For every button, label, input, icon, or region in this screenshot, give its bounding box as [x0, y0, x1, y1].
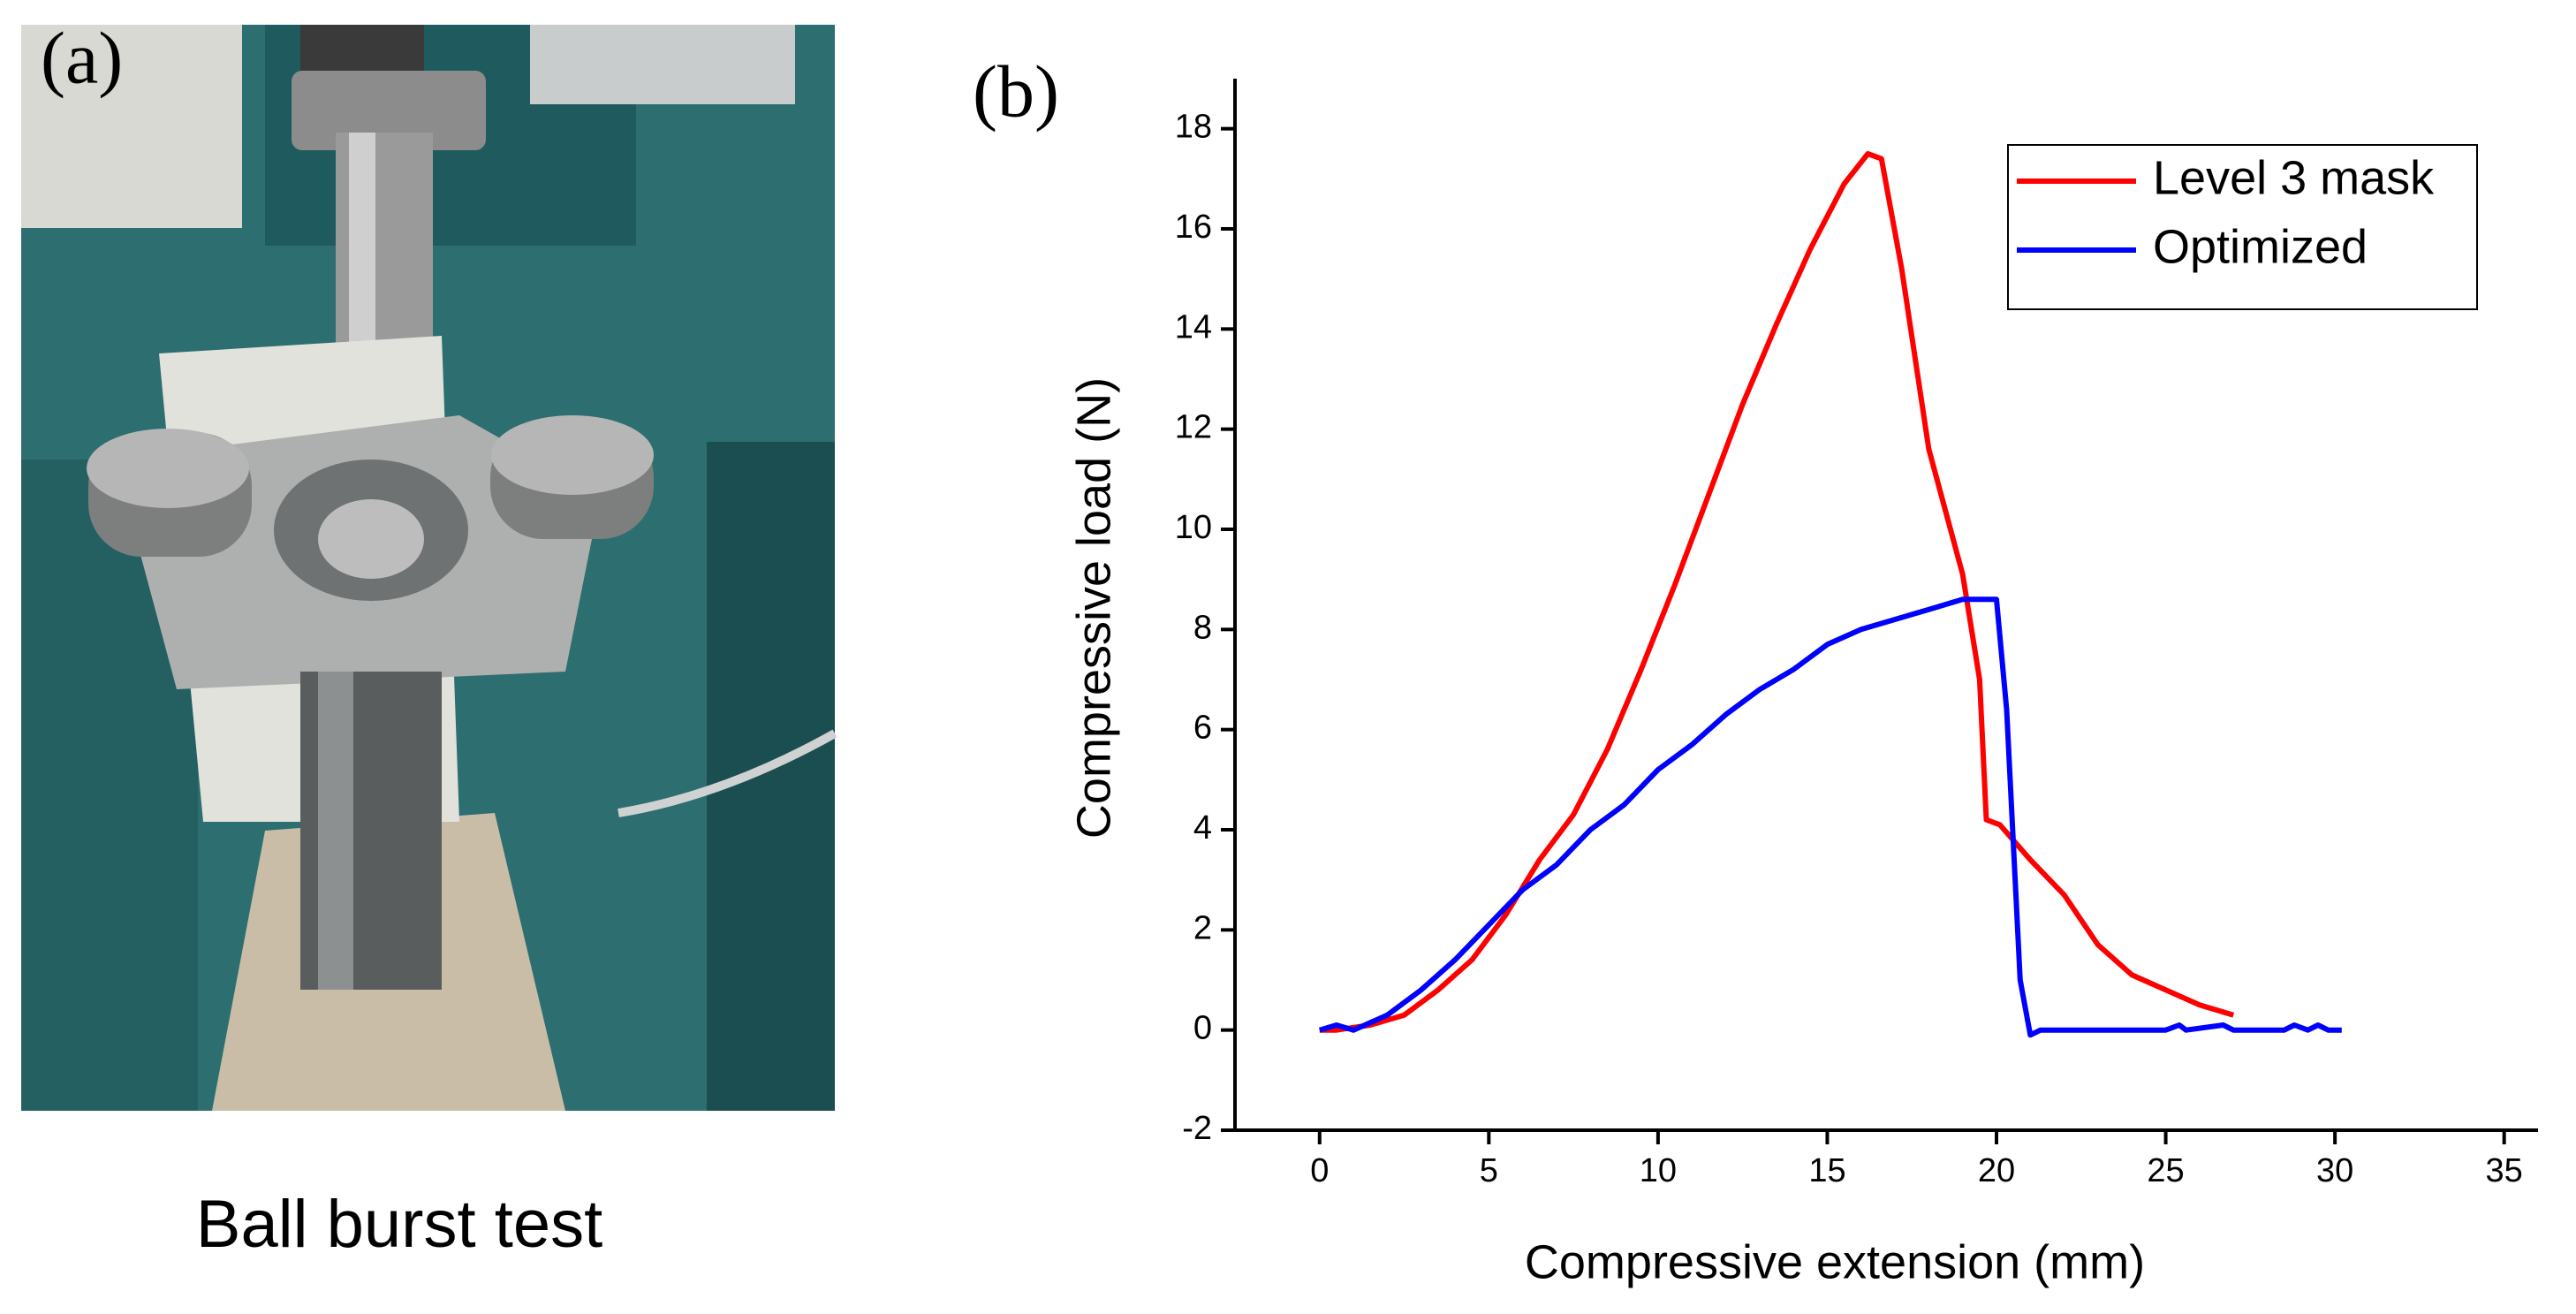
- y-tick-label: 12: [1175, 409, 1212, 446]
- panel-label: (b): [973, 50, 1059, 133]
- y-tick-label: 18: [1175, 109, 1212, 146]
- series-line: [1319, 151, 2235, 1033]
- x-tick-label: 25: [2147, 1152, 2184, 1189]
- legend-label: Level 3 mask: [2153, 151, 2435, 204]
- series-line: [1318, 596, 2342, 1038]
- x-tick-label: 20: [1978, 1152, 2015, 1189]
- y-tick-label: 16: [1175, 209, 1212, 246]
- photo: [21, 25, 837, 1111]
- panel-label: (a): [41, 17, 123, 99]
- x-tick-label: 35: [2486, 1152, 2523, 1189]
- x-tick-label: 15: [1808, 1152, 1845, 1189]
- legend-box: [2007, 144, 2478, 310]
- y-tick-label: 14: [1175, 308, 1212, 346]
- y-tick-label: 10: [1175, 509, 1212, 546]
- y-tick-label: 6: [1193, 710, 1212, 747]
- y-tick-label: 8: [1193, 609, 1212, 646]
- y-tick-label: -2: [1182, 1110, 1212, 1147]
- x-tick-label: 0: [1310, 1152, 1329, 1189]
- y-tick-label: 4: [1193, 809, 1212, 847]
- x-tick-label: 30: [2316, 1152, 2353, 1189]
- photo-caption: Ball burst test: [196, 1187, 602, 1262]
- y-axis-title: Compressive load (N): [1067, 377, 1120, 839]
- x-tick-label: 5: [1480, 1152, 1498, 1189]
- y-tick-label: 2: [1193, 909, 1212, 946]
- x-axis-title: Compressive extension (mm): [1525, 1235, 2145, 1288]
- x-tick-label: 10: [1640, 1152, 1677, 1189]
- legend-label: Optimized: [2153, 220, 2368, 273]
- y-tick-label: 0: [1193, 1010, 1212, 1047]
